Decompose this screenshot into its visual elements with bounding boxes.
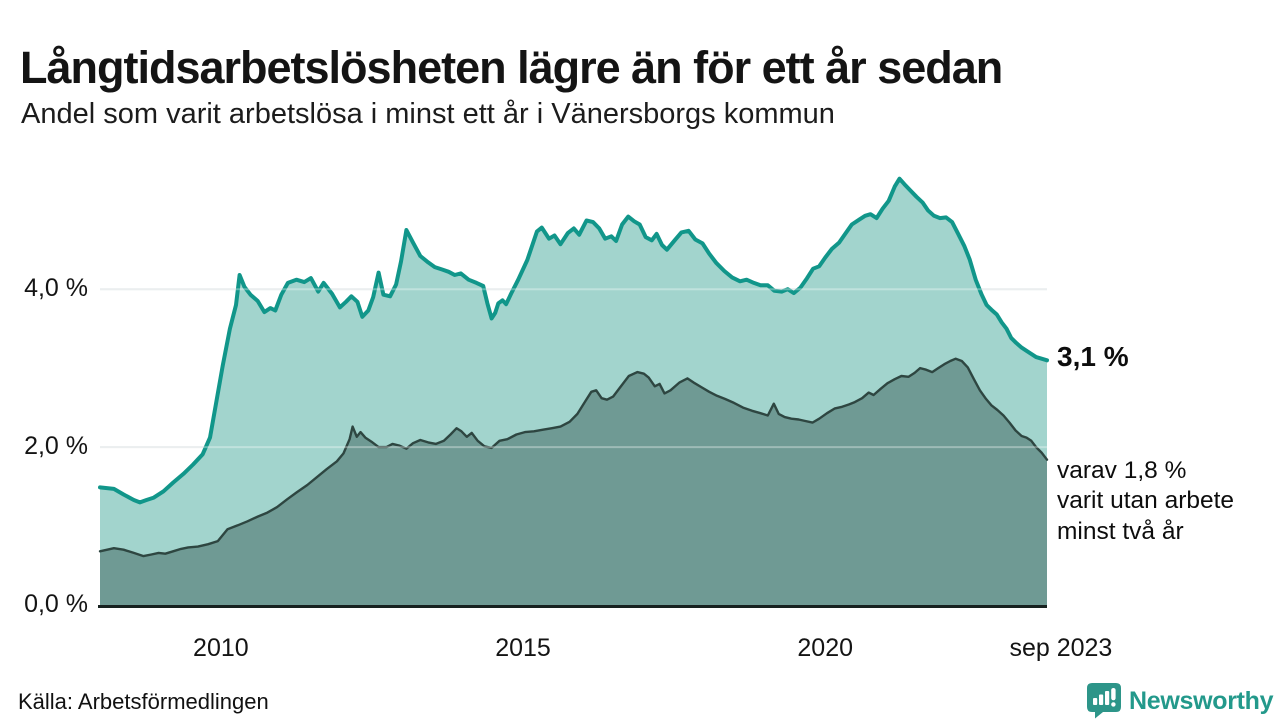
x-tick-label: sep 2023 [1009, 634, 1113, 662]
x-tick-label: 2015 [495, 634, 551, 662]
secondary-annotation-line: minst två år [1057, 517, 1184, 545]
secondary-annotation-line: varit utan arbete [1057, 487, 1235, 515]
latest-value-label: 3,1 % [1057, 341, 1129, 373]
secondary-annotation: varav 1,8 % varit utan arbete minst två … [1057, 456, 1234, 548]
x-tick-label: 2010 [193, 634, 249, 662]
chart-subtitle: Andel som varit arbetslösa i minst ett å… [21, 98, 835, 130]
secondary-annotation-line: varav 1,8 % [1057, 456, 1187, 484]
newsworthy-bubble-chart-icon [1086, 682, 1122, 719]
y-tick-label: 4,0 % [24, 274, 88, 303]
newsworthy-wordmark: Newsworthy [1129, 686, 1274, 715]
y-tick-label: 2,0 % [24, 432, 88, 461]
source-note: Källa: Arbetsförmedlingen [18, 689, 269, 714]
chart-title: Långtidsarbetslösheten lägre än för ett … [20, 42, 1003, 94]
newsworthy-logo: Newsworthy [1086, 682, 1274, 719]
y-tick-label: 0,0 % [24, 590, 88, 618]
x-tick-label: 2020 [797, 634, 854, 662]
